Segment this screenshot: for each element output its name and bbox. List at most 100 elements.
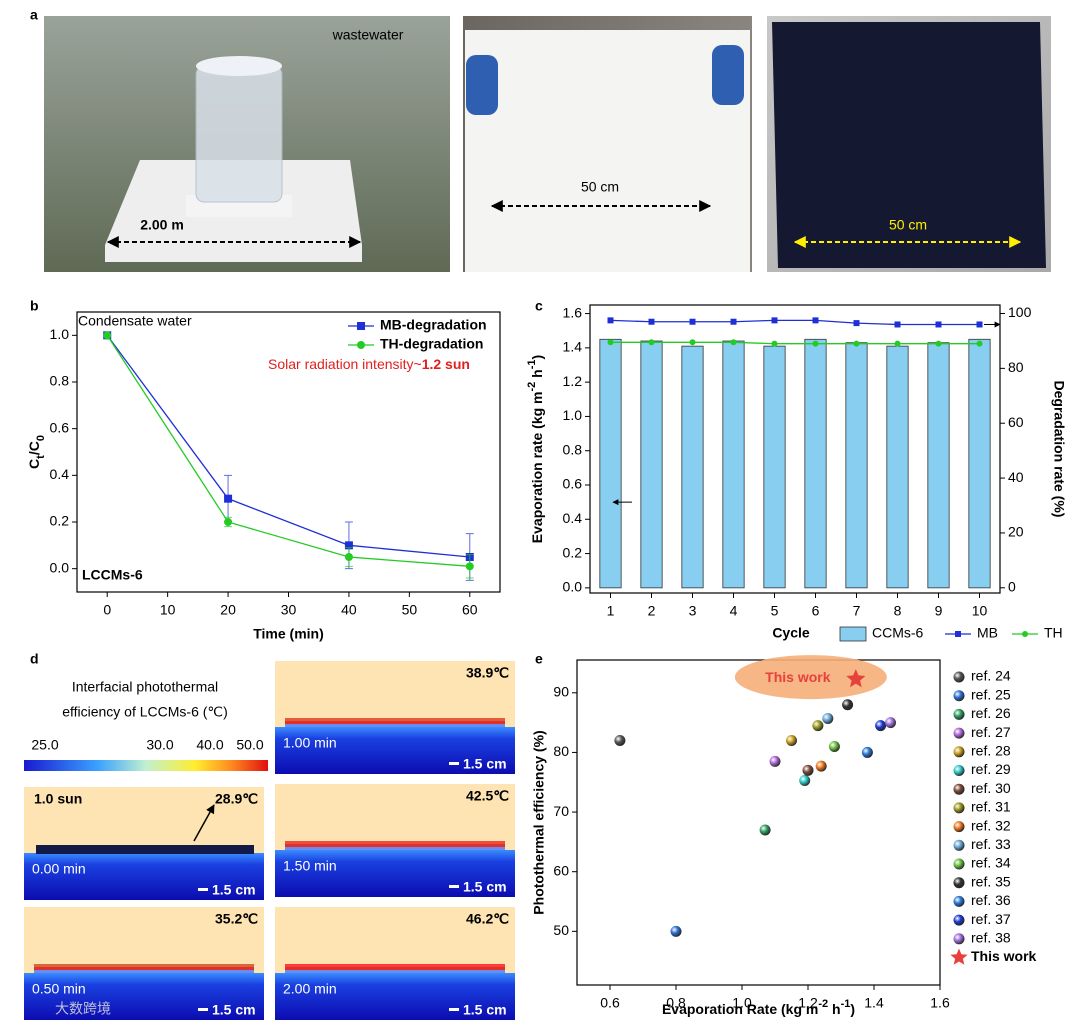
scale-bar (198, 1008, 208, 1011)
scale-label: 1.5 cm (463, 1002, 507, 1018)
colorbar-label: 50.0 (236, 737, 263, 753)
scale-label: 1.5 cm (212, 1002, 256, 1018)
white-film (465, 30, 750, 272)
sim-temperature: 28.9℃ (215, 791, 258, 807)
x-axis-label-part: -2 (818, 998, 828, 1010)
legend-marker (953, 802, 965, 814)
marker (224, 494, 233, 503)
marker (815, 760, 827, 772)
sim-temperature: 46.2℃ (466, 911, 509, 927)
marker (812, 720, 824, 732)
marker (828, 740, 840, 752)
marker (842, 699, 854, 711)
legend-label: ref. 27 (971, 724, 1011, 740)
scale-bar (449, 1008, 459, 1011)
marker (607, 339, 614, 346)
x-axis-label-part: h (828, 1001, 840, 1017)
sim-film (34, 964, 254, 967)
legend-label: ref. 24 (971, 668, 1011, 684)
y2-tick-label: 20 (1008, 524, 1024, 540)
y-axis-label: Evaporation rate (kg m-2 h-1) (526, 355, 545, 543)
panel-label: c (535, 298, 543, 314)
legend-label: TH-degradation (380, 336, 483, 352)
legend-label: ref. 25 (971, 686, 1011, 702)
legend-label: ref. 33 (971, 836, 1011, 852)
x-axis-label-part: Evaporation Rate (kg m (662, 1001, 818, 1017)
scale-label: 1.5 cm (463, 756, 507, 772)
highlight-oval (734, 655, 887, 700)
marker (465, 562, 474, 571)
marker (344, 553, 353, 561)
y2-tick-label: 60 (1008, 414, 1024, 430)
legend-label: ref. 30 (971, 780, 1011, 796)
sun-label: 1.0 sun (34, 791, 82, 807)
legend-marker (357, 341, 365, 349)
y-tick-label: 60 (553, 862, 569, 878)
marker (759, 824, 771, 836)
colorbar (24, 760, 268, 771)
y2-tick-label: 0 (1008, 578, 1016, 594)
sim-film (285, 724, 505, 727)
sim-film (285, 844, 505, 847)
sim-film (285, 964, 505, 967)
bar (968, 338, 991, 589)
marker (935, 340, 942, 347)
y-axis-label-part: -2 (526, 382, 538, 392)
legend-marker (953, 933, 965, 945)
colorbar-label: 30.0 (146, 737, 173, 753)
marker (861, 746, 873, 758)
legend-label: MB (977, 625, 998, 641)
y-axis-label-part: 0 (35, 435, 47, 441)
sim-film (34, 970, 254, 973)
note: Solar radiation intensity~1.2 sun (268, 356, 470, 372)
marker (786, 735, 797, 747)
y-tick-label: 1.6 (563, 304, 583, 320)
sun-arrow (193, 804, 215, 842)
sim-water (275, 727, 515, 774)
bar (845, 342, 868, 589)
series-line (106, 334, 470, 567)
marker (812, 340, 819, 347)
legend-marker (1022, 631, 1028, 637)
scale-bar (449, 885, 459, 888)
marker (812, 317, 819, 324)
series-line (610, 341, 980, 345)
legend-marker (953, 727, 965, 739)
legend-marker (955, 631, 961, 637)
dimension-label: 50 cm (581, 179, 619, 195)
y-tick-label: 0.6 (50, 419, 70, 435)
y-tick-label: 0.8 (563, 441, 583, 457)
legend-marker (953, 839, 965, 851)
legend-label: ref. 34 (971, 855, 1011, 871)
colorbar-label: 40.0 (196, 737, 223, 753)
note-part: Solar radiation intensity~ (268, 356, 422, 372)
x-tick-label: 7 (853, 603, 861, 619)
sim-temperature: 35.2℃ (215, 911, 258, 927)
bar (599, 338, 622, 589)
marker (103, 331, 112, 340)
series-line (106, 334, 470, 558)
y2-tick-label: 100 (1008, 304, 1032, 320)
dimension-label: 50 cm (889, 217, 927, 233)
y-tick-label: 0.4 (563, 510, 583, 526)
sim-water (275, 973, 515, 1020)
sim-title: Interfacial photothermal (72, 679, 218, 695)
y-tick-label: 0.0 (50, 559, 70, 575)
marker (875, 720, 887, 732)
y-tick-label: 1.0 (50, 326, 70, 342)
marker (607, 317, 614, 324)
sim-film (285, 721, 505, 724)
sim-film (34, 967, 254, 970)
y2-axis-label: Degradation rate (%) (1051, 381, 1067, 518)
sim-film (285, 847, 505, 850)
scale-bar (198, 888, 208, 891)
legend-marker (953, 783, 965, 795)
marker (771, 340, 778, 347)
legend-label: ref. 35 (971, 873, 1011, 889)
marker (344, 541, 353, 550)
sim-time: 2.00 min (283, 981, 337, 997)
panel-label: a (30, 7, 38, 23)
sim-film (36, 845, 254, 854)
glove (712, 45, 744, 105)
legend-marker (953, 671, 965, 683)
